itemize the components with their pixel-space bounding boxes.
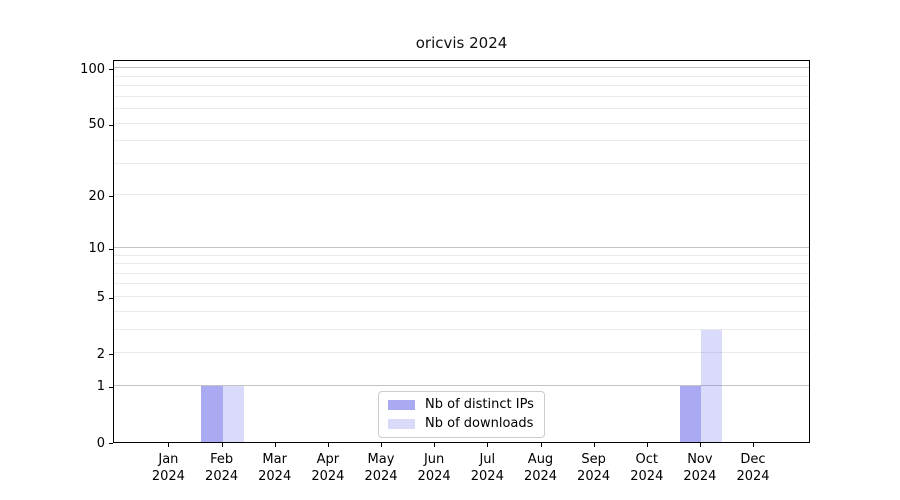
y-tick-label: 50 — [88, 117, 105, 132]
x-tick-mark — [487, 443, 489, 447]
y-tick-label: 5 — [96, 290, 105, 306]
gridline-minor — [114, 122, 809, 124]
y-tick-label: 2 — [96, 346, 105, 362]
bar — [700, 329, 723, 442]
gridline-minor — [114, 254, 809, 256]
legend: Nb of distinct IPs Nb of downloads — [378, 391, 545, 438]
x-tick-label: Oct 2024 — [630, 452, 664, 484]
x-tick-mark — [753, 443, 754, 447]
gridline-major — [114, 384, 809, 386]
x-tick-mark — [540, 443, 542, 447]
y-tick-mark — [109, 196, 113, 198]
y-tick-label: 10 — [88, 241, 105, 257]
downloads-swatch-icon — [388, 418, 415, 429]
gridline-minor — [114, 263, 809, 264]
y-tick-label: 100 — [80, 61, 105, 77]
gridline-minor — [114, 310, 809, 312]
legend-label: Nb of distinct IPs — [425, 397, 534, 412]
x-tick-mark — [168, 443, 170, 447]
x-tick-label: Nov 2024 — [683, 452, 717, 484]
gridline-minor — [114, 95, 809, 97]
x-tick-mark — [221, 443, 223, 447]
gridline-major — [114, 67, 809, 69]
x-tick-mark — [593, 443, 595, 447]
bar — [679, 385, 701, 442]
x-tick-mark — [274, 443, 276, 447]
x-tick-label: Jul 2024 — [470, 452, 504, 484]
x-tick-label: Apr 2024 — [311, 452, 345, 484]
plot-area — [113, 60, 810, 443]
y-tick-mark — [109, 354, 113, 355]
bar — [222, 385, 244, 442]
bar — [201, 385, 223, 442]
y-tick-mark — [109, 443, 113, 444]
gridline-major — [114, 246, 809, 248]
x-tick-mark — [381, 443, 382, 447]
x-tick-label: May 2024 — [364, 452, 398, 484]
gridline-minor — [114, 140, 809, 142]
gridline-minor — [114, 283, 809, 285]
x-tick-mark — [327, 443, 329, 447]
x-tick-label: Dec 2024 — [736, 452, 770, 484]
gridline-minor — [114, 328, 809, 330]
x-tick-label: Jan 2024 — [151, 452, 185, 484]
y-tick-label: 1 — [96, 379, 105, 395]
gridline-minor — [114, 162, 809, 164]
x-tick-label: Feb 2024 — [205, 452, 239, 484]
gridline-minor — [114, 352, 809, 353]
chart-title: oricvis 2024 — [415, 34, 508, 52]
y-tick-mark — [109, 386, 113, 388]
gridline-minor — [114, 107, 809, 109]
gridline-minor — [114, 194, 809, 196]
y-tick-mark — [109, 69, 113, 71]
gridline-minor — [114, 272, 809, 274]
gridline-minor — [114, 75, 809, 77]
y-tick-mark — [109, 297, 113, 299]
y-tick-mark — [109, 124, 113, 126]
x-tick-mark — [434, 443, 436, 447]
x-tick-mark — [646, 443, 648, 447]
legend-item-distinct-ips: Nb of distinct IPs — [388, 397, 534, 412]
y-tick-label: 20 — [88, 188, 105, 204]
y-tick-label: 0 — [96, 435, 105, 451]
legend-label: Nb of downloads — [425, 416, 534, 431]
x-tick-label: Jun 2024 — [417, 452, 451, 484]
gridline-minor — [114, 85, 809, 86]
x-tick-label: Aug 2024 — [523, 452, 558, 484]
legend-item-downloads: Nb of downloads — [388, 416, 534, 431]
gridline-minor — [114, 295, 809, 297]
distinct-ips-swatch-icon — [388, 399, 415, 410]
x-tick-mark — [699, 443, 701, 447]
x-tick-label: Mar 2024 — [258, 452, 292, 484]
y-tick-mark — [109, 248, 113, 250]
x-tick-label: Sep 2024 — [577, 452, 611, 484]
